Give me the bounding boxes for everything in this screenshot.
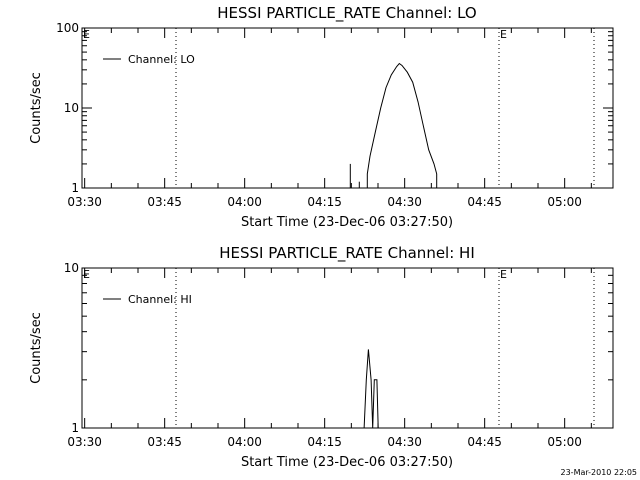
- x-tick-label: 04:45: [467, 435, 502, 449]
- legend-label: Channel: HI: [128, 293, 192, 306]
- chart-panel-1: HESSI PARTICLE_RATE Channel: HI Counts/se…: [29, 244, 614, 470]
- x-tick-label: 03:45: [147, 195, 182, 209]
- plot-frame: [81, 27, 614, 189]
- x-axis-label: Start Time (23-Dec-06 03:27:50): [241, 455, 453, 470]
- x-tick-label: 03:30: [67, 195, 102, 209]
- x-tick-label: 04:00: [227, 195, 262, 209]
- x-tick-label: 05:00: [547, 435, 582, 449]
- event-marker-label: E: [83, 28, 90, 41]
- series-line: [366, 62, 438, 188]
- chart-title: HESSI PARTICLE_RATE Channel: HI: [219, 244, 475, 263]
- event-marker-label: E: [500, 268, 507, 281]
- series: [349, 62, 438, 188]
- series: [363, 349, 379, 428]
- chart-panel-0: HESSI PARTICLE_RATE Channel: LO Counts/se…: [29, 4, 614, 230]
- x-tick-label: 04:15: [307, 195, 342, 209]
- y-tick-label: 10: [64, 101, 79, 115]
- y-tick-label: 10: [64, 261, 79, 275]
- plot-frame: [81, 267, 614, 429]
- x-tick-label: 04:45: [467, 195, 502, 209]
- x-tick-label: 04:00: [227, 435, 262, 449]
- series-line: [363, 349, 379, 428]
- event-marker-label: E: [83, 268, 90, 281]
- x-tick-label: 04:30: [387, 195, 422, 209]
- footer-timestamp: 23-Mar-2010 22:05: [561, 468, 638, 477]
- x-tick-label: 03:30: [67, 435, 102, 449]
- x-tick-label: 04:30: [387, 435, 422, 449]
- legend-label: Channel: LO: [128, 53, 195, 66]
- y-axis-label: Counts/sec: [29, 312, 44, 384]
- y-tick-label: 100: [56, 21, 79, 35]
- event-marker-label: E: [500, 28, 507, 41]
- x-tick-label: 05:00: [547, 195, 582, 209]
- x-tick-label: 04:15: [307, 435, 342, 449]
- x-axis-label: Start Time (23-Dec-06 03:27:50): [241, 215, 453, 230]
- y-tick-label: 1: [71, 181, 79, 195]
- y-axis-label: Counts/sec: [29, 72, 44, 144]
- chart-title: HESSI PARTICLE_RATE Channel: LO: [217, 4, 476, 23]
- x-tick-label: 03:45: [147, 435, 182, 449]
- y-tick-label: 1: [71, 421, 79, 435]
